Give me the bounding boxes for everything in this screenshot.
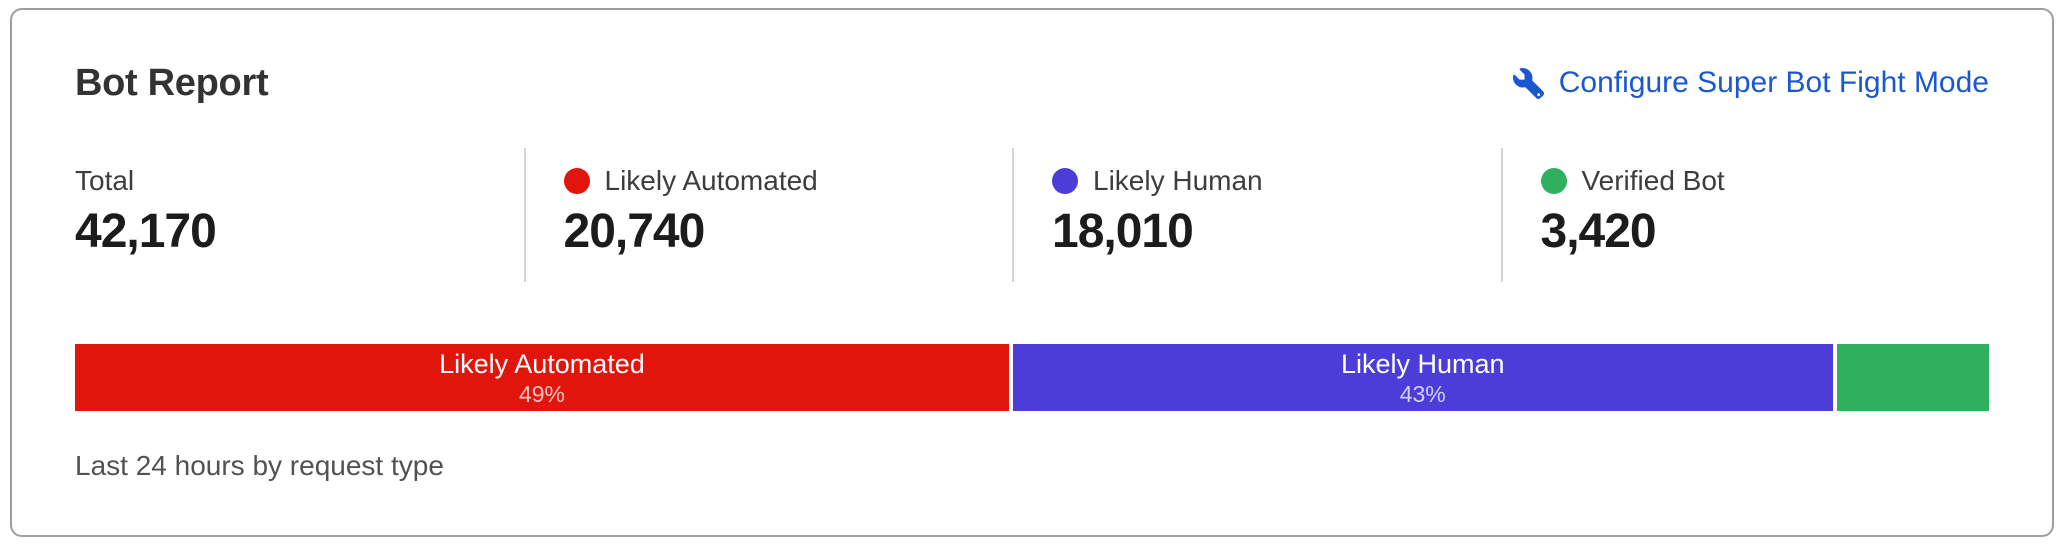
time-range-caption: Last 24 hours by request type bbox=[75, 450, 444, 481]
stat-label: Total bbox=[75, 164, 524, 198]
likely-automated-dot-icon bbox=[563, 168, 590, 194]
wrench-icon bbox=[1512, 67, 1544, 99]
bar-segment-likely-human: Likely Human 43% bbox=[1012, 344, 1833, 411]
stat-verified-bot-label: Verified Bot bbox=[1581, 165, 1725, 196]
stat-total: Total 42,170 bbox=[75, 148, 524, 282]
configure-super-bot-fight-mode-link[interactable]: Configure Super Bot Fight Mode bbox=[1512, 65, 1989, 101]
likely-human-dot-icon bbox=[1052, 168, 1078, 194]
stat-label: Likely Human bbox=[1052, 164, 1501, 198]
stat-label: Likely Automated bbox=[563, 164, 1013, 198]
stat-likely-human: Likely Human 18,010 bbox=[1012, 148, 1501, 282]
bar-segment-verified-bot bbox=[1836, 344, 1989, 411]
stat-likely-human-label: Likely Human bbox=[1093, 165, 1263, 196]
bot-report-card: Bot Report Configure Super Bot Fight Mod… bbox=[10, 8, 2054, 537]
segment-name: Likely Human bbox=[1340, 348, 1505, 379]
stat-likely-human-value: 18,010 bbox=[1052, 205, 1194, 258]
stats-row: Total 42,170 Likely Automated 20,740 Lik… bbox=[75, 148, 1989, 282]
configure-link-label: Configure Super Bot Fight Mode bbox=[1558, 66, 1989, 99]
stat-total-label: Total bbox=[75, 165, 135, 196]
stat-likely-automated-value: 20,740 bbox=[563, 205, 706, 258]
segment-name: Likely Automated bbox=[439, 348, 645, 379]
bot-distribution-stacked-bar: Likely Automated 49% Likely Human 43% bbox=[75, 344, 1989, 411]
stat-label: Verified Bot bbox=[1540, 164, 1990, 198]
segment-percent: 43% bbox=[1399, 380, 1446, 407]
segment-percent: 49% bbox=[518, 380, 565, 407]
stat-total-value: 42,170 bbox=[75, 205, 217, 258]
verified-bot-dot-icon bbox=[1540, 168, 1567, 194]
bar-segment-likely-automated: Likely Automated 49% bbox=[75, 344, 1009, 411]
stat-likely-automated: Likely Automated 20,740 bbox=[523, 148, 1013, 282]
card-header: Bot Report Configure Super Bot Fight Mod… bbox=[75, 60, 1989, 106]
stat-verified-bot: Verified Bot 3,420 bbox=[1500, 148, 1990, 282]
stat-verified-bot-value: 3,420 bbox=[1540, 205, 1657, 258]
page-title: Bot Report bbox=[75, 62, 269, 104]
stat-likely-automated-label: Likely Automated bbox=[604, 165, 818, 196]
